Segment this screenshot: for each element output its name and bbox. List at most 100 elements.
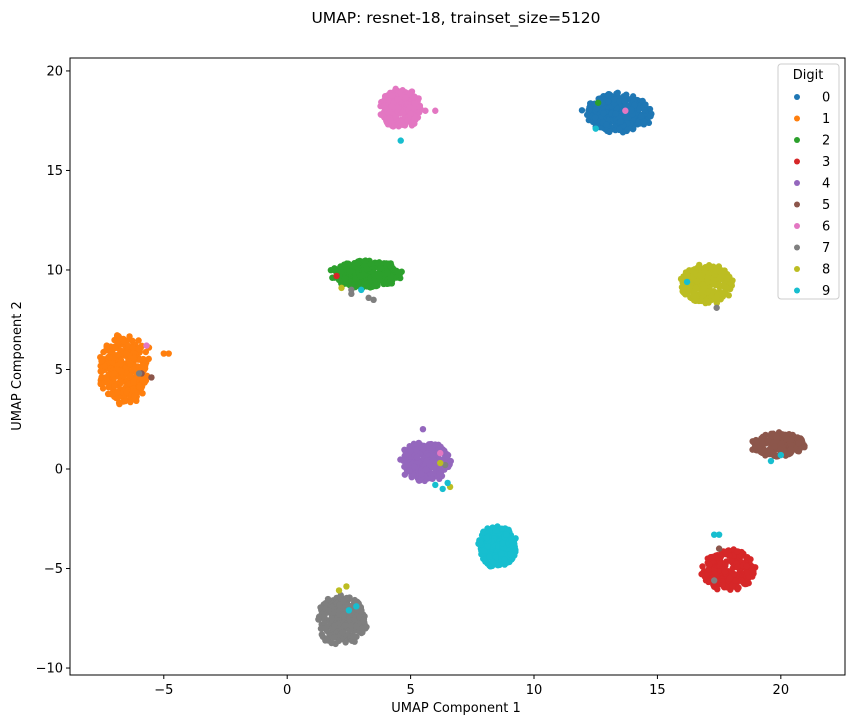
digit-2-point [327, 266, 335, 274]
digit-8-point [728, 280, 735, 287]
digit-4-point [415, 439, 422, 447]
digit-6-outlier-point [437, 449, 444, 457]
digit-4-outlier-point [419, 426, 427, 433]
digit-1-point [105, 384, 112, 391]
digit-6-point [407, 110, 414, 118]
y-tick-label: −5 [44, 562, 63, 577]
digit-1-point [111, 382, 119, 390]
digit-2-point [374, 259, 382, 267]
digit-5-outlier-point [715, 545, 723, 552]
digit-4-point [418, 470, 425, 478]
digit-9-point [492, 554, 499, 561]
digit-9-outlier-point [345, 607, 353, 614]
digit-3-point [732, 577, 740, 585]
digit-9-point [492, 527, 500, 534]
digit-1-point [106, 354, 114, 361]
digit-0-point [623, 91, 630, 98]
digit-9-point [512, 546, 519, 554]
chart-title: UMAP: resnet-18, trainset_size=5120 [311, 9, 600, 28]
digit-1-point [104, 390, 112, 398]
digit-9-outlier-point [397, 137, 404, 144]
x-axis-ticks: −5 0 5 10 15 20 [154, 675, 789, 698]
digit-7-outlier-point [441, 461, 449, 469]
digit-7-point [363, 623, 370, 631]
digit-8-point [725, 292, 732, 299]
digit-9-outlier-point [683, 278, 691, 286]
digit-2-point [363, 280, 370, 287]
digit-5-point [777, 446, 784, 454]
digit-4-point [436, 471, 443, 479]
digit-1-point [108, 348, 116, 355]
digit-9-point [508, 536, 515, 543]
digit-7-outlier-point [135, 370, 143, 377]
digit-1-point [129, 344, 137, 351]
x-tick-label: 5 [406, 683, 414, 698]
digit-9-point [503, 531, 510, 538]
digit-7-point [331, 622, 338, 630]
digit-4-point [428, 475, 435, 482]
legend-marker-digit-5 [794, 201, 800, 208]
digit-5-point [787, 445, 795, 453]
legend-label-digit-5: 5 [822, 198, 830, 213]
digit-6-point [385, 97, 392, 104]
digit-4-point [411, 463, 418, 470]
digit-3-point [705, 566, 712, 573]
digit-8-point [694, 278, 701, 285]
legend-label-digit-0: 0 [822, 91, 830, 106]
digit-3-point [717, 560, 725, 567]
digit-3-point [706, 561, 713, 568]
digit-3-point [750, 567, 757, 575]
digit-8-point [715, 281, 722, 289]
digit-7-point [318, 625, 325, 633]
digit-1-outlier-point [160, 350, 167, 357]
digit-0-point [606, 128, 613, 136]
legend-marker-digit-9 [794, 287, 800, 294]
digit-5-point [783, 435, 790, 442]
digit-6-point [411, 100, 418, 107]
digit-6-point [399, 109, 407, 116]
x-tick-label: 0 [283, 683, 291, 698]
digit-8-outlier-point [338, 284, 345, 292]
digit-4-point [413, 454, 421, 461]
digit-0-point [628, 106, 635, 114]
digit-7-point [321, 619, 328, 627]
x-tick-label: −5 [154, 683, 173, 698]
digit-7-point [342, 639, 349, 646]
digit-3-point [739, 578, 746, 586]
digit-2-point [340, 263, 348, 270]
digit-9-outlier-point [432, 481, 439, 489]
digit-7-point [337, 592, 344, 599]
digit-6-point [411, 93, 418, 100]
x-tick-label: 20 [773, 683, 790, 698]
digit-6-point [394, 104, 402, 112]
digit-0-point [640, 118, 648, 125]
digit-2-point [354, 259, 362, 267]
digit-9-point [498, 525, 506, 532]
digit-0-point [616, 126, 623, 133]
digit-2-point [376, 271, 384, 278]
digit-2-point [363, 265, 370, 272]
digit-1-point [118, 368, 126, 376]
digit-9-point [507, 550, 514, 558]
digit-4-point [429, 445, 436, 452]
digit-4-point [431, 463, 438, 471]
digit-2-point [387, 274, 394, 282]
digit-8-point [703, 298, 711, 305]
digit-8-point [704, 274, 711, 282]
legend-label-digit-7: 7 [822, 241, 830, 256]
digit-4-point [419, 445, 427, 452]
digit-8-point [685, 285, 693, 292]
digit-4-point [422, 466, 430, 473]
digit-1-point [131, 392, 138, 399]
digit-6-outlier-point [432, 107, 439, 114]
digit-8-point [698, 288, 706, 296]
digit-2-point [383, 260, 390, 267]
digit-9-point [484, 542, 491, 550]
legend-label-digit-2: 2 [822, 134, 830, 149]
digit-3-point [699, 563, 706, 570]
legend-label-digit-4: 4 [822, 177, 830, 192]
digit-4-point [397, 456, 404, 463]
digit-2-point [372, 281, 379, 289]
digit-9-outlier-point [444, 479, 451, 487]
digit-9-outlier-point [592, 125, 599, 132]
